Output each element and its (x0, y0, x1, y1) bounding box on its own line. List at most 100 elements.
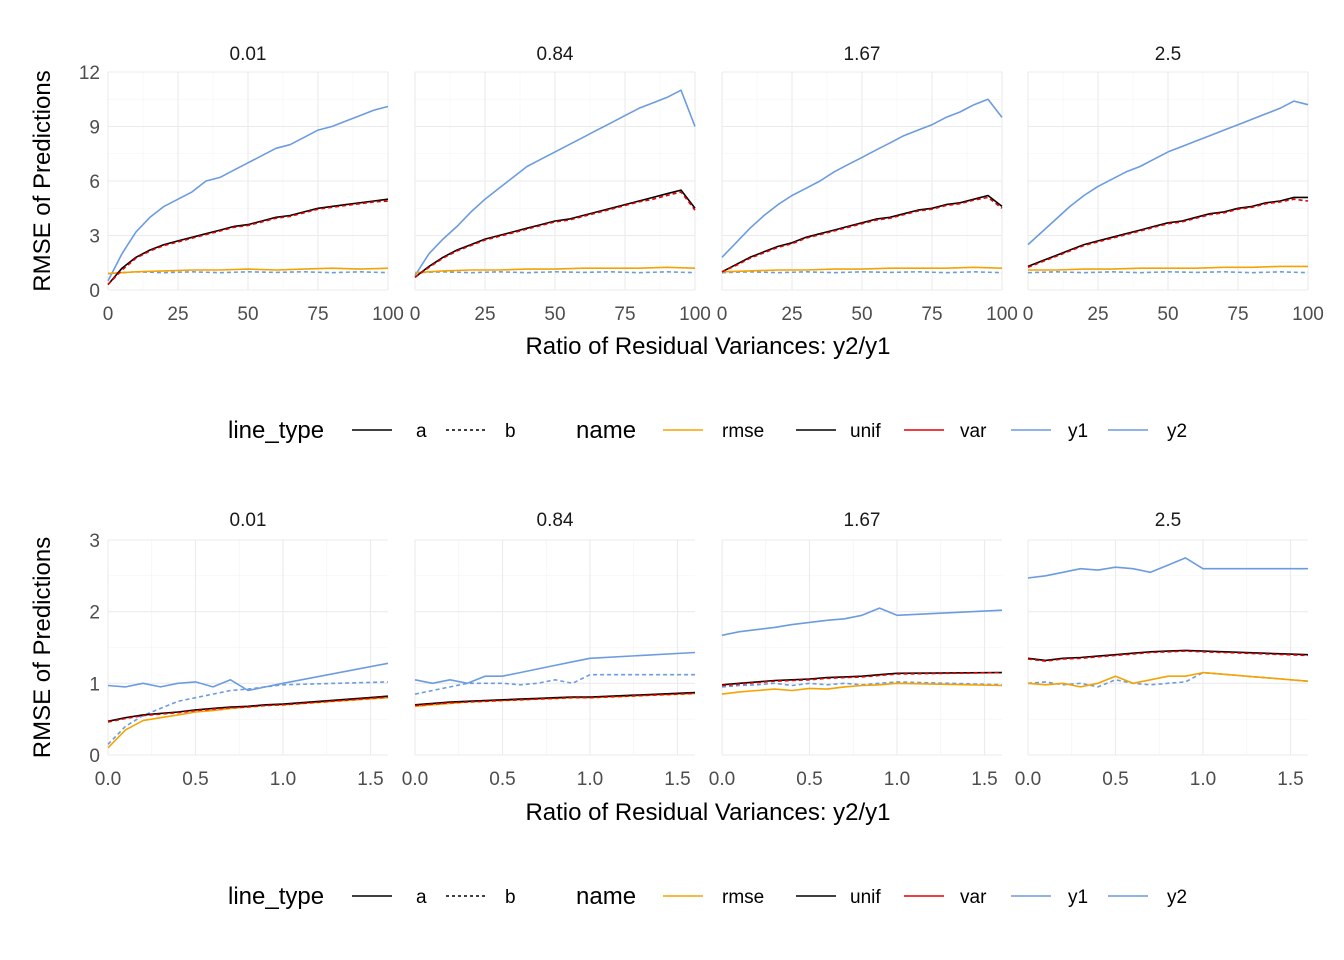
x-tick-label: 1.0 (1190, 769, 1216, 790)
x-tick-label: 75 (921, 304, 942, 325)
y-tick-label: 9 (89, 118, 100, 139)
series-line-y1 (414, 89, 696, 276)
y-tick-label: 3 (89, 531, 100, 552)
legend-label-line-type-a: a (416, 421, 427, 442)
x-tick-label: 25 (781, 304, 802, 325)
legend-label-name-rmse: rmse (722, 421, 764, 442)
facet-label: 1.67 (844, 510, 881, 531)
series-line-rmse (414, 266, 696, 274)
y-axis-title: RMSE of Predictions (29, 537, 56, 758)
x-tick-label: 1.5 (971, 769, 997, 790)
x-tick-label: 25 (1087, 304, 1108, 325)
x-tick-label: 50 (237, 304, 258, 325)
series-line-y2 (721, 270, 1003, 274)
y-tick-label: 6 (89, 172, 100, 193)
facet-panel-1-4: 2.5 0 25 50 75 100 (1023, 44, 1324, 325)
x-tick-label: 1.0 (577, 769, 603, 790)
legend-label-line-type-b: b (505, 887, 516, 908)
legend-label-name-y2: y2 (1167, 887, 1187, 908)
series-line-y2 (1027, 270, 1309, 274)
series-line-var (107, 200, 389, 286)
facet-panel-1-1: 0.01 0 25 50 75 100 (103, 44, 404, 325)
facet-panel-1-3: 1.67 0 25 50 75 100 (717, 44, 1018, 325)
facet-label: 0.01 (230, 44, 267, 65)
x-tick-label: 0.5 (1102, 769, 1128, 790)
legend-1: line_type a b name rmse unif var y1 y2 (228, 417, 1187, 444)
facet-panel-2-2: 0.84 0.0 0.5 1.0 1.5 (402, 510, 696, 790)
x-tick-label: 100 (372, 304, 404, 325)
x-tick-label: 0 (410, 304, 421, 325)
series-line-var (414, 692, 696, 707)
series-line-var (721, 196, 1003, 273)
x-tick-label: 25 (167, 304, 188, 325)
facet-panel-2-4: 2.5 0.0 0.5 1.0 1.5 (1015, 510, 1309, 790)
x-tick-label: 100 (1292, 304, 1324, 325)
facet-label: 1.67 (844, 44, 881, 65)
y-tick-label: 1 (89, 674, 100, 695)
x-tick-label: 0.5 (796, 769, 822, 790)
legend-label-line-type-b: b (505, 421, 516, 442)
x-tick-label: 75 (614, 304, 635, 325)
x-tick-label: 50 (544, 304, 565, 325)
legend-2: line_type a b name rmse unif var y1 y2 (228, 883, 1187, 910)
y-tick-label: 12 (79, 63, 100, 84)
series-line-var (1027, 198, 1309, 269)
x-tick-label: 1.5 (1277, 769, 1303, 790)
series-line-unif (721, 671, 1003, 686)
x-tick-label: 75 (307, 304, 328, 325)
legend-title-name: name (576, 883, 636, 910)
x-tick-label: 1.5 (664, 769, 690, 790)
series-line-rmse (1028, 265, 1308, 271)
facet-label: 2.5 (1155, 510, 1181, 531)
x-tick-label: 1.0 (270, 769, 296, 790)
series-line-unif (107, 198, 389, 286)
facet-panel-2-1: 0.01 0.0 0.5 1.0 1.5 (95, 510, 389, 790)
legend-label-name-var: var (960, 421, 987, 442)
series-line-y1 (721, 98, 1003, 258)
facet-label: 2.5 (1155, 44, 1181, 65)
series-line-y1 (414, 651, 696, 685)
series-line-y1 (1027, 557, 1308, 579)
x-tick-label: 0.5 (182, 769, 208, 790)
series-line-rmse (107, 267, 389, 275)
y-tick-label: 0 (89, 746, 100, 767)
series-line-unif (1027, 649, 1309, 662)
legend-label-name-unif: unif (850, 421, 881, 442)
x-tick-label: 1.5 (357, 769, 383, 790)
series-line-var (414, 191, 696, 278)
facet-label: 0.84 (537, 510, 574, 531)
series-line-y2 (107, 270, 389, 275)
series-line-var (107, 696, 389, 723)
x-tick-label: 0.0 (1015, 769, 1041, 790)
facet-label: 0.01 (230, 510, 267, 531)
series-line-y2 (107, 681, 389, 745)
legend-label-name-y1: y1 (1068, 887, 1088, 908)
chart-2: 0.010.0 0.5 1.0 1.50.840.0 0.5 1.0 1.51.670.0 0… (29, 510, 1309, 910)
x-tick-label: 75 (1227, 304, 1248, 325)
series-line-rmse (721, 682, 1003, 695)
x-tick-label: 100 (986, 304, 1018, 325)
x-tick-label: 0.0 (402, 769, 428, 790)
series-line-unif (1027, 196, 1308, 268)
y-tick-label: 2 (89, 603, 100, 624)
y-tick-label: 0 (89, 281, 100, 302)
facet-label: 0.84 (537, 44, 574, 65)
facet-panel-2-3: 1.67 0.0 0.5 1.0 1.5 (709, 510, 1003, 790)
x-axis-title: Ratio of Residual Variances: y2/y1 (525, 799, 890, 826)
series-line-y1 (1027, 100, 1309, 246)
x-tick-label: 50 (851, 304, 872, 325)
series-line-y1 (721, 607, 1003, 637)
x-tick-label: 0.5 (489, 769, 515, 790)
x-tick-label: 0.0 (95, 769, 121, 790)
x-tick-label: 25 (474, 304, 495, 325)
series-line-y1 (107, 662, 389, 692)
series-line-rmse (107, 696, 389, 749)
legend-title-line-type: line_type (228, 883, 324, 910)
legend-label-name-unif: unif (850, 887, 881, 908)
legend-title-name: name (576, 417, 636, 444)
series-line-unif (414, 691, 696, 706)
series-line-y2 (414, 673, 695, 695)
legend-label-line-type-a: a (416, 887, 427, 908)
